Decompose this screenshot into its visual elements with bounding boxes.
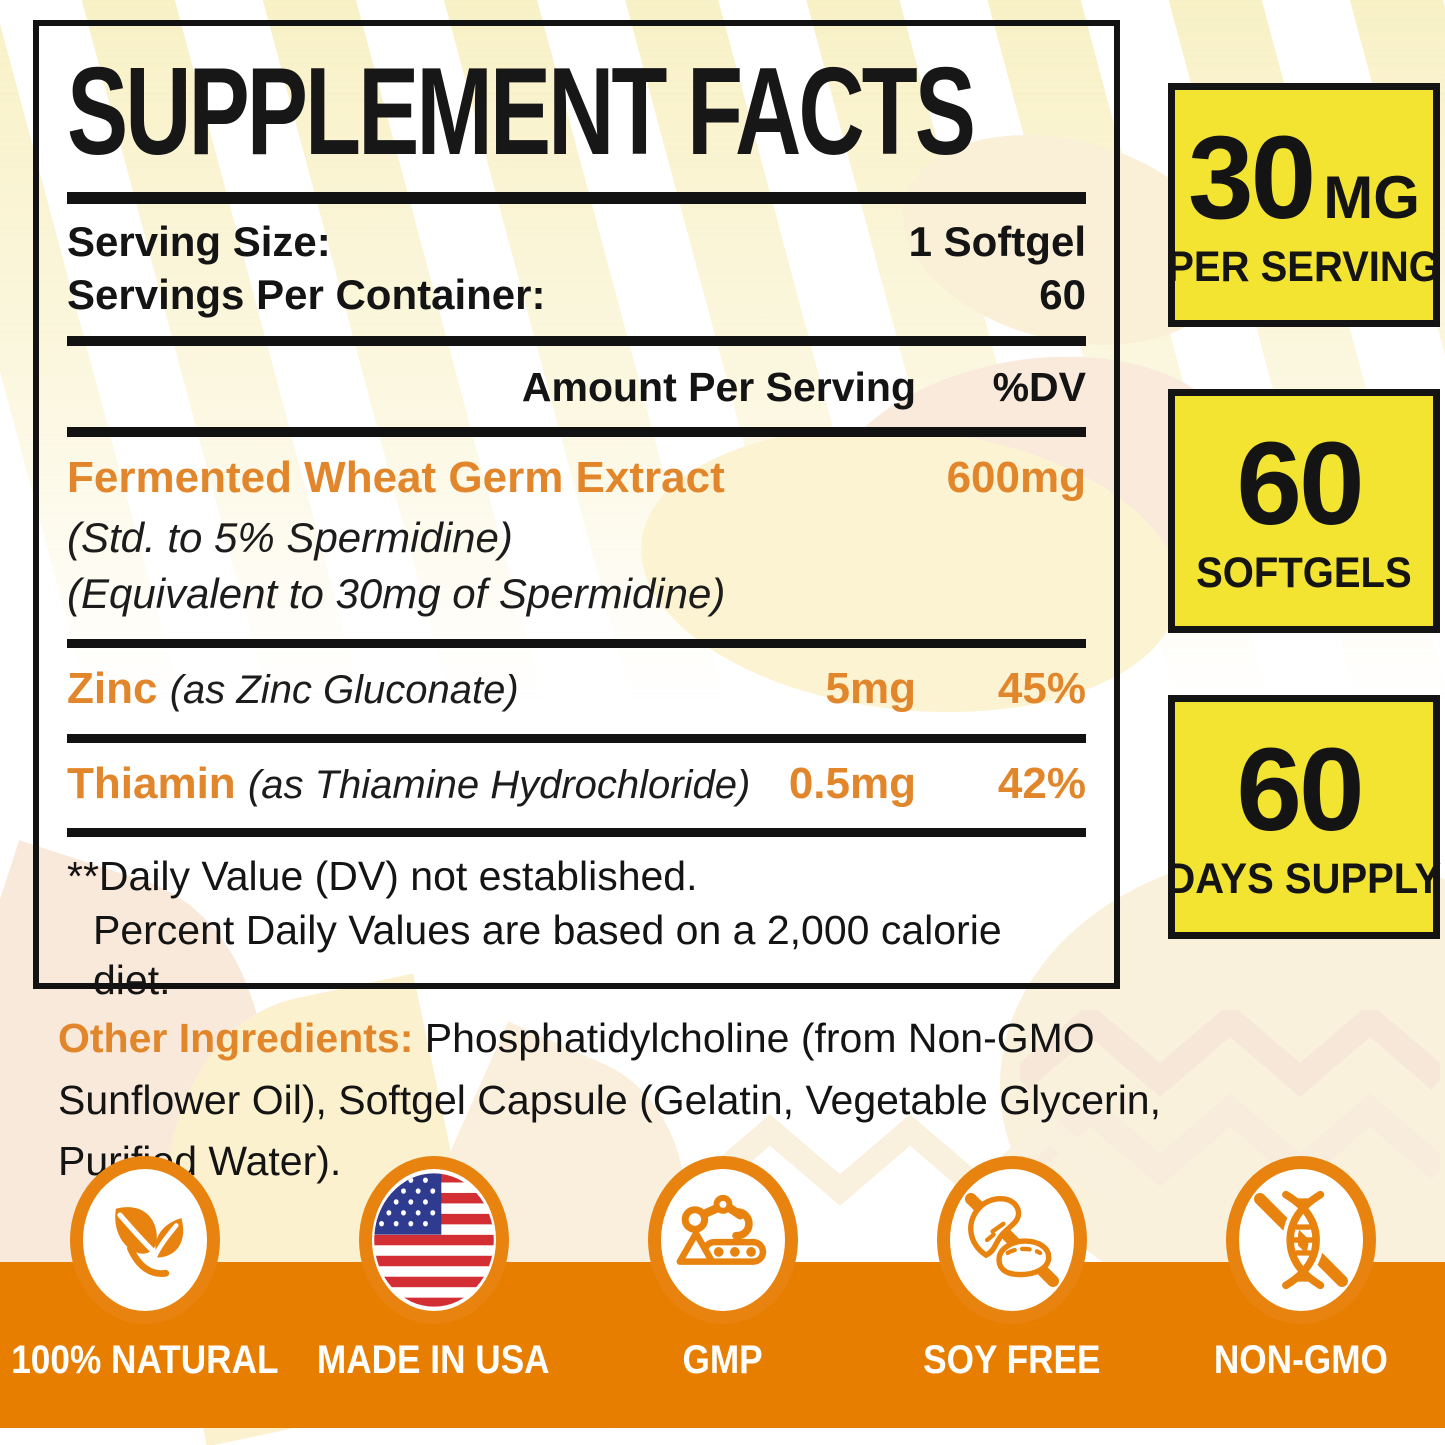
badge-caption: PER SERVING — [1167, 242, 1441, 291]
badge-value: 60 — [1236, 417, 1364, 550]
ingredient-name: Fermented Wheat Germ Extract — [67, 453, 725, 503]
highlight-badges: 30 MG PER SERVING 60 SOFTGELS 60 DAYS SU… — [1166, 83, 1442, 939]
ingredient-dv: 45% — [997, 664, 1086, 714]
badge-caption: SOFTGELS — [1196, 548, 1412, 597]
seal-ring — [1225, 1156, 1376, 1324]
ingredient-note: (Std. to 5% Spermidine) — [67, 513, 513, 561]
servings-value: 60 — [1039, 271, 1086, 319]
leaf-icon — [114, 1207, 183, 1277]
chevron-pattern-decoration — [700, 1114, 1120, 1206]
seal-ring — [647, 1156, 798, 1324]
ingredient-amount: 600mg — [946, 453, 1086, 503]
ingredient-row-zinc: Zinc (as Zinc Gluconate) 5mg 45% — [67, 664, 1086, 713]
table-header-row: Amount Per Serving %DV — [67, 364, 1086, 411]
badge-mg-per-serving: 30 MG PER SERVING — [1168, 83, 1440, 327]
serving-size-row: Serving Size: 1 Softgel — [67, 216, 1086, 267]
ingredient-row-wheat-germ: Fermented Wheat Germ Extract 600mg — [67, 453, 1086, 502]
badge-value: 60 — [1236, 723, 1364, 856]
seal-non-gmo: NON-GMO — [1156, 1156, 1445, 1383]
feature-seals: 100% NATURAL — [0, 1156, 1445, 1383]
divider — [67, 639, 1086, 649]
seal-label: GMP — [682, 1338, 763, 1382]
dv-header: %DV — [992, 364, 1086, 411]
non-gmo-icon — [1253, 1188, 1348, 1292]
seal-ring — [358, 1156, 509, 1324]
serving-size-label: Serving Size: — [67, 217, 331, 265]
divider — [67, 336, 1086, 347]
seal-gmp: GMP — [578, 1156, 867, 1383]
badge-days-supply: 60 DAYS SUPPLY — [1166, 695, 1442, 939]
other-ingredients: Other Ingredients: Phosphatidylcholine (… — [58, 1008, 1168, 1193]
panel-title: SUPPLEMENT FACTS — [67, 43, 976, 181]
seal-made-in-usa: MADE IN USA — [289, 1156, 578, 1383]
divider — [67, 827, 1086, 837]
seal-ring — [69, 1156, 220, 1324]
ingredient-row-thiamin: Thiamin (as Thiamine Hydrochloride) 0.5m… — [67, 759, 1086, 808]
divider — [67, 191, 1086, 204]
ingredient-name: Zinc (as Zinc Gluconate) — [67, 664, 519, 714]
usa-flag-icon — [373, 1173, 494, 1307]
seal-soy-free: SOY FREE — [867, 1156, 1156, 1383]
other-ingredients-label: Other Ingredients: — [58, 1015, 414, 1061]
servings-per-container-row: Servings Per Container: 60 — [67, 269, 1086, 320]
footnote-dv-not-established: **Daily Value (DV) not established. — [67, 852, 698, 899]
soy-free-icon — [964, 1193, 1059, 1287]
ingredient-name: Thiamin (as Thiamine Hydrochloride) — [67, 758, 751, 808]
seal-100-natural: 100% NATURAL — [0, 1156, 289, 1383]
amount-per-serving-header: Amount Per Serving — [521, 364, 916, 411]
servings-label: Servings Per Container: — [67, 271, 546, 319]
seal-label: SOY FREE — [922, 1338, 1101, 1382]
seal-label: 100% NATURAL — [10, 1338, 279, 1382]
divider — [67, 427, 1086, 438]
ingredient-detail: (as Thiamine Hydrochloride) — [247, 762, 751, 807]
footnote-percent-daily-values: Percent Daily Values are based on a 2,00… — [93, 906, 1002, 1003]
ingredient-note: (Equivalent to 30mg of Spermidine) — [67, 569, 726, 617]
seal-label: NON-GMO — [1213, 1338, 1388, 1382]
seal-ring — [936, 1156, 1087, 1324]
ingredient-dv: 42% — [997, 758, 1086, 808]
gmp-icon — [676, 1194, 766, 1265]
badge-softgel-count: 60 SOFTGELS — [1168, 389, 1440, 633]
ingredient-amount: 0.5mg — [788, 758, 916, 808]
serving-size-value: 1 Softgel — [908, 217, 1086, 265]
chevron-pattern-decoration — [1020, 1010, 1440, 1188]
ingredient-detail: (as Zinc Gluconate) — [169, 668, 519, 713]
divider — [67, 733, 1086, 743]
seal-label: MADE IN USA — [317, 1338, 550, 1382]
ingredient-amount: 5mg — [825, 664, 916, 714]
badge-value: 30 MG — [1188, 111, 1420, 244]
other-ingredients-text: Phosphatidylcholine (from Non-GMO Sunflo… — [58, 1015, 1161, 1184]
supplement-facts-panel: SUPPLEMENT FACTS Serving Size: 1 Softgel… — [33, 20, 1120, 1003]
badge-caption: DAYS SUPPLY — [1166, 854, 1442, 903]
